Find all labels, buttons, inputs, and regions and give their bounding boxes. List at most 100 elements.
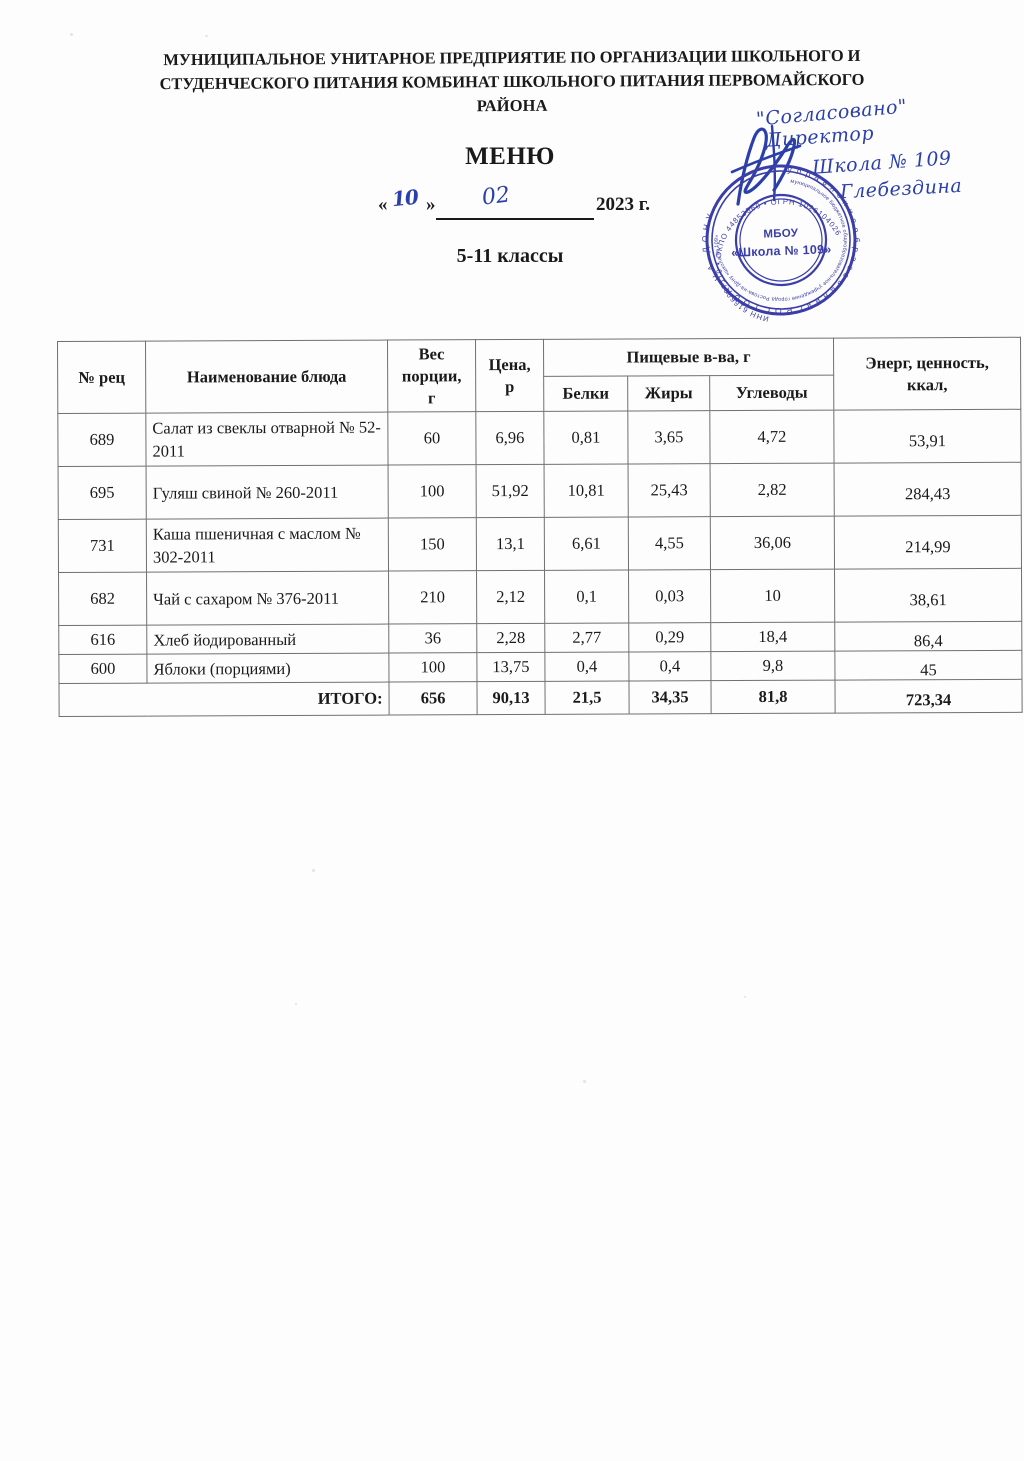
cell-energy-value: 86,4 xyxy=(913,631,943,651)
cell-proteins: 10,81 xyxy=(544,464,629,518)
cell-price: 2,28 xyxy=(476,623,545,653)
cell-rec-no: 689 xyxy=(57,413,147,467)
date-month-handwritten: 02 xyxy=(480,182,512,211)
official-stamp: у п р а в л е н и е о б р а з о в а н и … xyxy=(685,149,877,331)
date-underline xyxy=(436,218,594,220)
cell-proteins: 2,77 xyxy=(544,623,629,653)
cell-dish-name: Каша пшеничная с маслом № 302-2011 xyxy=(146,518,389,573)
col-header-price-l1: Цена, xyxy=(488,354,531,374)
cell-energy-value: 38,61 xyxy=(909,590,947,610)
cell-fats: 4,55 xyxy=(628,516,711,571)
cell-fats: 0,4 xyxy=(628,651,711,682)
signature-school-text: Школа № 109 xyxy=(811,147,953,179)
cell-price: 51,92 xyxy=(476,464,545,518)
col-header-portion-weight-l1: Вес xyxy=(418,343,445,363)
scan-speck xyxy=(70,33,73,36)
cell-total-proteins: 21,5 xyxy=(544,681,630,715)
cell-weight: 100 xyxy=(388,464,477,519)
cell-carbs: 9,8 xyxy=(710,651,835,681)
cell-weight: 60 xyxy=(387,411,477,466)
svg-text:муниципальное бюджетное общеоб: муниципальное бюджетное общеобразователь… xyxy=(712,177,850,305)
cell-energy-value: 53,91 xyxy=(908,431,947,451)
col-header-dish-name: Наименование блюда xyxy=(145,340,388,414)
scan-speck xyxy=(744,996,746,998)
signature-block: "Согласовано" Директор Школа № 109 Глебе… xyxy=(730,95,1024,210)
col-header-price-l2: р xyxy=(505,376,515,396)
cell-dish-name: Чай с сахаром № 376-2011 xyxy=(146,571,389,626)
table-row: 616 Хлеб йодированный 36 2,28 2,77 0,29 … xyxy=(58,621,1022,655)
col-header-nutrients-group: Пищевые в-ва, г xyxy=(543,338,834,377)
col-header-portion-weight-l3: г xyxy=(427,387,436,407)
cell-price: 6,96 xyxy=(475,411,545,465)
cell-price: 13,1 xyxy=(476,517,545,571)
col-header-energy-l1: Энерг, ценность, xyxy=(865,352,989,372)
grade-range-label: 5-11 классы xyxy=(456,245,564,267)
cell-rec-no: 616 xyxy=(58,625,147,655)
stamp-inner-line-2: «Школа № 109» xyxy=(730,242,832,260)
col-header-price: Цена, р xyxy=(475,339,544,412)
signature-position-text: Директор xyxy=(765,122,875,152)
cell-rec-no: 682 xyxy=(58,572,147,626)
col-header-energy: Энерг, ценность, ккал, xyxy=(833,337,1021,411)
cell-energy-value: 214,99 xyxy=(905,537,951,557)
page-title: МЕНЮ xyxy=(465,143,555,170)
cell-carbs: 2,82 xyxy=(710,463,835,517)
table-header-row-top: № рец Наименование блюда Вес порции, г Ц… xyxy=(57,337,1021,414)
cell-fats: 0,29 xyxy=(628,622,711,653)
cell-dish-name: Яблоки (порциями) xyxy=(146,653,389,684)
svg-text:у п р а в л е н и е о б р а з: у п р а в л е н и е о б р а з о в а н и … xyxy=(697,162,864,319)
svg-text:ИНН 6166007119 • ОКПО 44853560: ИНН 6166007119 • ОКПО 44853560 • ОГРН 10… xyxy=(712,195,847,326)
col-header-portion-weight: Вес порции, г xyxy=(387,339,476,413)
cell-price: 13,75 xyxy=(476,652,545,682)
menu-table: № рец Наименование блюда Вес порции, г Ц… xyxy=(57,337,1023,717)
date-day-handwritten: 10 xyxy=(390,184,420,212)
scan-speck xyxy=(295,1003,297,1005)
date-quote-open: « xyxy=(378,194,388,215)
cell-total-label: ИТОГО: xyxy=(58,682,390,717)
stamp-rings-icon: у п р а в л е н и е о б р а з о в а н и … xyxy=(697,162,864,326)
cell-energy: 38,61 xyxy=(834,568,1022,623)
cell-energy: 214,99 xyxy=(834,515,1022,570)
cell-dish-name: Салат из свеклы отварной № 52-2011 xyxy=(145,412,389,467)
cell-fats: 0,03 xyxy=(628,569,711,624)
cell-energy: 284,43 xyxy=(834,462,1022,517)
organization-header: МУНИЦИПАЛЬНОЕ УНИТАРНОЕ ПРЕДПРИЯТИЕ ПО О… xyxy=(72,43,952,120)
scan-speck xyxy=(583,1080,586,1083)
cell-rec-no: 600 xyxy=(58,654,147,684)
document-date-line: « 10 » 02 2023 г. xyxy=(378,182,698,224)
cell-proteins: 6,61 xyxy=(544,517,629,571)
date-year: 2023 г. xyxy=(596,194,650,215)
cell-weight: 36 xyxy=(388,623,477,654)
table-row: 600 Яблоки (порциями) 100 13,75 0,4 0,4 … xyxy=(58,650,1022,684)
stamp-inner-line-1: МБОУ xyxy=(763,227,799,241)
table-total-row: ИТОГО: 656 90,13 21,5 34,35 81,8 723,34 xyxy=(58,679,1023,717)
cell-proteins: 0,81 xyxy=(543,411,629,465)
cell-rec-no: 695 xyxy=(58,466,147,520)
cell-proteins: 0,4 xyxy=(544,652,629,682)
table-row: 695 Гуляш свиной № 260-2011 100 51,92 10… xyxy=(58,462,1022,520)
cell-energy: 45 xyxy=(834,650,1022,681)
col-header-portion-weight-l2: порции, xyxy=(401,365,462,385)
cell-dish-name: Хлеб йодированный xyxy=(146,624,389,655)
cell-dish-name: Гуляш свиной № 260-2011 xyxy=(146,465,389,520)
cell-carbs: 18,4 xyxy=(710,622,835,652)
col-header-proteins: Белки xyxy=(543,376,628,412)
cell-rec-no: 731 xyxy=(58,519,147,573)
menu-table-container: № рец Наименование блюда Вес порции, г Ц… xyxy=(57,337,1023,717)
cell-weight: 150 xyxy=(388,517,477,572)
cell-energy: 53,91 xyxy=(833,409,1022,464)
table-row: 682 Чай с сахаром № 376-2011 210 2,12 0,… xyxy=(58,568,1022,626)
cell-price: 2,12 xyxy=(476,570,545,624)
cell-proteins: 0,1 xyxy=(544,570,629,624)
cell-total-energy: 723,34 xyxy=(834,679,1023,714)
table-row: 731 Каша пшеничная с маслом № 302-2011 1… xyxy=(58,515,1022,573)
table-row: 689 Салат из свеклы отварной № 52-2011 6… xyxy=(57,409,1022,467)
col-header-rec-no: № рец xyxy=(57,341,146,414)
cell-total-fats: 34,35 xyxy=(628,680,712,715)
cell-weight: 210 xyxy=(388,570,477,625)
cell-energy-value: 45 xyxy=(920,660,937,680)
cell-carbs: 4,72 xyxy=(709,410,835,464)
menu-table-body: 689 Салат из свеклы отварной № 52-2011 6… xyxy=(57,409,1023,717)
cell-fats: 25,43 xyxy=(628,463,711,518)
